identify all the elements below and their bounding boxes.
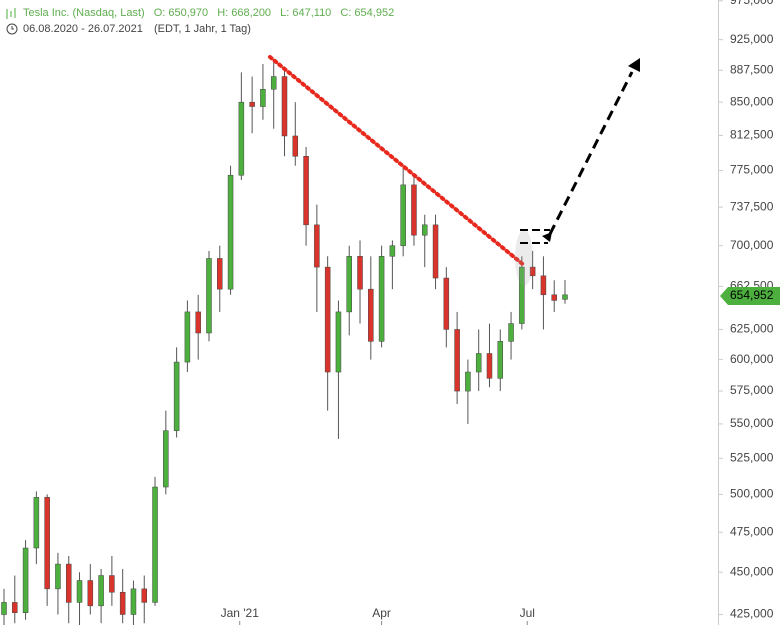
arrow-tail <box>542 232 552 242</box>
candle-body <box>119 591 126 615</box>
highlight <box>515 230 533 286</box>
x-tick-label: Apr <box>372 606 391 620</box>
candle-body <box>270 76 277 90</box>
candle-body <box>508 323 514 342</box>
y-tick-label: 525,000 <box>730 450 774 464</box>
y-tick-label: 700,000 <box>730 238 774 252</box>
candle-body <box>173 361 180 431</box>
candle-body <box>519 266 525 324</box>
candle-body <box>357 256 363 290</box>
candle-body <box>33 497 40 549</box>
candle-body <box>443 277 450 330</box>
candle-body <box>497 341 504 379</box>
candle-body <box>314 224 320 268</box>
y-tick-label: 625,000 <box>730 322 774 336</box>
y-axis-labels: 425,000 450,000 475,000 500,000 525,000 550,0… <box>718 0 774 621</box>
open-label: O: 650,970 <box>154 7 208 19</box>
candle-body <box>540 275 547 296</box>
candle-body <box>87 580 94 607</box>
candle-body <box>22 547 29 614</box>
candle-body <box>475 353 482 373</box>
plot-area <box>1 59 568 625</box>
y-tick-label: 850,000 <box>730 94 774 108</box>
candle-body <box>12 602 18 614</box>
trend-line <box>268 55 527 268</box>
candle-body <box>217 258 223 290</box>
date-note: (EDT, 1 Jahr, 1 Tag) <box>154 23 251 35</box>
header-icon <box>6 8 16 19</box>
candle-body <box>432 224 439 279</box>
candle-body <box>389 245 396 257</box>
candle-body <box>184 311 191 363</box>
candle-body <box>227 174 234 290</box>
candle-body <box>562 294 568 300</box>
candle-body <box>55 563 61 590</box>
candle-body <box>195 311 201 334</box>
candle-body <box>141 588 147 603</box>
candle-body <box>411 184 417 236</box>
clock-icon <box>6 23 18 35</box>
candle-body <box>454 329 460 392</box>
candle-body <box>260 88 266 107</box>
y-tick-label: 975,000 <box>730 0 774 7</box>
y-tick-label: 775,000 <box>730 163 774 177</box>
x-tick-label: Jan '21 <box>221 606 260 620</box>
candle-body <box>76 580 83 603</box>
x-tick-label: Jul <box>520 606 535 620</box>
candle-body <box>206 258 212 334</box>
candle-body <box>163 430 169 488</box>
y-tick-label: 600,000 <box>730 352 774 366</box>
y-tick-label: 550,000 <box>730 416 774 430</box>
candle-body <box>98 575 104 607</box>
candle-body <box>130 588 137 615</box>
candle-body <box>422 224 428 236</box>
candle-body <box>346 256 352 313</box>
y-tick-label: 500,000 <box>730 487 774 501</box>
subtitle: 06.08.2020 - 26.07.2021 (EDT, 1 Jahr, 1 … <box>23 23 251 35</box>
candle-body <box>303 156 309 226</box>
y-tick-label: 575,000 <box>730 383 774 397</box>
y-tick-label: 475,000 <box>730 524 774 538</box>
y-tick-label: 887,500 <box>730 62 774 76</box>
candle-body <box>152 486 158 603</box>
date-range: 06.08.2020 - 26.07.2021 <box>23 23 143 35</box>
y-tick-label: 812,500 <box>730 128 774 142</box>
arrow-head <box>628 58 640 72</box>
low-label: L: 647,110 <box>280 7 331 19</box>
candle-body <box>249 101 255 107</box>
candle-body <box>378 256 385 342</box>
candle-body <box>465 371 471 392</box>
dashed-box <box>520 229 550 244</box>
candle-body <box>335 311 342 373</box>
candle-body <box>400 184 406 246</box>
candle-body <box>551 294 557 301</box>
candle-body <box>324 266 331 373</box>
candle-body <box>44 497 50 590</box>
clock-hand <box>11 26 14 30</box>
candle-body <box>1 602 7 615</box>
y-tick-label: 450,000 <box>730 564 774 578</box>
candle-body <box>292 135 299 157</box>
last-price-tag <box>720 287 780 305</box>
candle-body <box>529 266 536 277</box>
candle-body <box>281 76 288 137</box>
close-label: C: 654,952 <box>340 7 394 19</box>
candle-body <box>486 353 493 379</box>
y-tick-label: 925,000 <box>730 32 774 46</box>
arrow-line <box>548 71 634 235</box>
candle-body <box>368 288 374 342</box>
instrument: Tesla Inc. (Nasdaq, Last) <box>23 7 145 19</box>
high-label: H: 668,200 <box>217 7 271 19</box>
candle-body <box>109 575 115 593</box>
last-price-label: 654,952 <box>730 288 774 302</box>
y-tick-label: 737,500 <box>730 199 774 213</box>
candle-body <box>65 563 72 603</box>
y-tick-label: 425,000 <box>730 607 774 621</box>
candle-body <box>238 101 245 176</box>
header: Tesla Inc. (Nasdaq, Last) O: 650,970 H: … <box>23 7 394 19</box>
